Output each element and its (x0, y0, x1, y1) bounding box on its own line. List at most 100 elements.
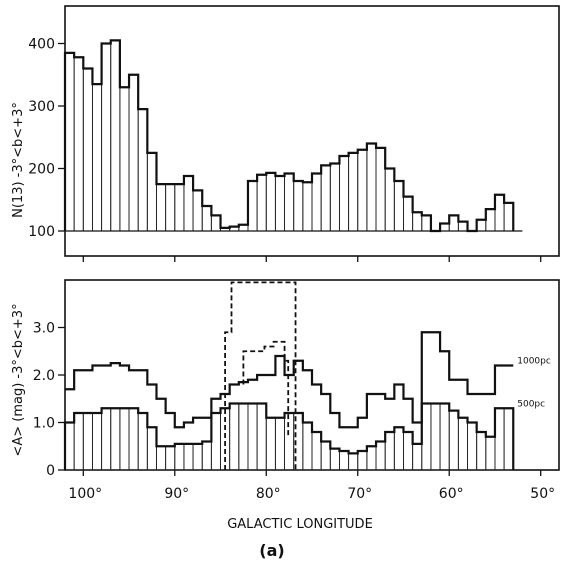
histogram-bar (375, 147, 386, 232)
histogram-outline (63, 39, 515, 233)
histogram-bar (137, 108, 148, 232)
x-tick-label: 100° (68, 486, 102, 502)
extinction-500pc-outline (63, 402, 515, 470)
extinction-500pc-bar (302, 422, 313, 471)
y-tick-label: 200 (28, 162, 55, 178)
bottom-panel-y-axis-label: <A> (mag) -3°<b<+3° (11, 303, 26, 456)
extinction-500pc-bar (329, 448, 340, 471)
extinction-500pc-bar (91, 412, 103, 471)
histogram-bar (311, 173, 322, 232)
extinction-500pc-bar (274, 417, 286, 471)
histogram-bar (348, 152, 359, 232)
figure-label: (a) (259, 541, 284, 560)
x-tick-label: 90° (164, 486, 189, 502)
upper-dashed-line (224, 281, 297, 470)
extinction-500pc-bar (156, 445, 167, 471)
histogram-bar (302, 181, 313, 232)
histogram-bar (256, 174, 267, 232)
extinction-500pc-bar (284, 412, 295, 471)
histogram-bar (366, 143, 377, 232)
extinction-500pc-bar (192, 443, 203, 471)
extinction-500pc-bar (439, 403, 450, 471)
extinction-500pc-bar (256, 403, 267, 471)
top-panel: 100 200 300 400 N(13) -3°<b<+3° (11, 5, 560, 262)
extinction-500pc-bar (448, 410, 459, 471)
y-tick-label: 1.0 (33, 416, 55, 432)
histogram-bar (457, 221, 468, 232)
extinction-500pc-bar (375, 441, 386, 471)
series-annotation: 1000pc (517, 357, 551, 367)
histogram-bar (448, 214, 459, 232)
y-tick-label: 2.0 (33, 368, 55, 384)
extinction-500pc-bar (320, 441, 331, 471)
top-panel-y-axis-label: N(13) -3°<b<+3° (11, 102, 26, 218)
extinction-500pc-bar (467, 422, 478, 471)
histogram-bar (338, 155, 350, 232)
top-panel-histogram (63, 39, 523, 233)
extinction-500pc-bar (366, 445, 377, 471)
histogram-bar (119, 86, 130, 232)
histogram-bar (110, 39, 121, 232)
histogram-bar (210, 214, 221, 232)
histogram-bar (146, 152, 157, 232)
histogram-bar (91, 83, 103, 232)
extinction-500pc-bar (64, 422, 75, 471)
extinction-500pc-bar (82, 412, 93, 471)
histogram-bar (247, 180, 258, 232)
extinction-500pc-bar (137, 412, 148, 471)
histogram-bar (403, 196, 414, 232)
histogram-bar (274, 175, 286, 232)
y-tick-label: 400 (28, 37, 55, 53)
bottom-panel: 0 1.0 2.0 3.0 100° 90° 80° 70° 60° 50° 1000pc 500p… (11, 279, 560, 503)
bottom-panel-series: 1000pc 500pc (63, 281, 551, 471)
histogram-bar (174, 183, 185, 232)
histogram-bar (384, 168, 395, 232)
histogram-bar (329, 163, 340, 232)
histogram-bar (439, 223, 450, 232)
extinction-500pc-bar (110, 407, 121, 471)
extinction-500pc-bar (338, 450, 350, 471)
extinction-500pc-bar (412, 443, 423, 471)
series-annotation: 500pc (517, 399, 545, 409)
extinction-500pc-bar (128, 407, 139, 471)
histogram-bar (101, 43, 112, 232)
extinction-500pc-bar (183, 443, 194, 471)
y-tick-label: 0 (46, 463, 55, 479)
histogram-bar (201, 205, 212, 232)
histogram-bar (485, 208, 496, 232)
extinction-500pc-bar (457, 417, 468, 471)
extinction-500pc-bar (503, 407, 514, 471)
histogram-bar (412, 211, 423, 232)
histogram-bar (393, 180, 404, 232)
histogram-bar (82, 68, 93, 232)
extinction-500pc-bar (238, 403, 249, 471)
extinction-500pc-bar (119, 407, 130, 471)
x-axis-label: GALACTIC LONGITUDE (227, 517, 373, 532)
extinction-500pc-bar (174, 443, 185, 471)
x-tick-label: 70° (347, 486, 372, 502)
y-tick-label: 300 (28, 99, 55, 115)
histogram-bar (293, 180, 304, 232)
lower-dashed-line (242, 340, 290, 437)
histogram-bar (183, 175, 194, 232)
histogram-bar (503, 202, 514, 232)
bottom-panel-axis-ticks: 0 1.0 2.0 3.0 100° 90° 80° 70° 60° 50° (33, 321, 555, 503)
extinction-500pc-bar (494, 407, 505, 471)
extinction-500pc-bar (247, 403, 258, 471)
histogram-bar (421, 214, 432, 232)
extinction-500pc-bar (476, 431, 487, 471)
x-tick-label: 50° (530, 486, 555, 502)
extinction-500pc-bar (146, 426, 157, 471)
extinction-500pc-bar (265, 417, 276, 471)
extinction-500pc-bar (101, 407, 112, 471)
histogram-bar (192, 189, 203, 232)
histogram-bar (494, 194, 505, 232)
histogram-bar (128, 74, 139, 232)
extinction-500pc-bar (384, 431, 395, 471)
histogram-bar (265, 172, 276, 232)
extinction-500pc-bar (485, 436, 496, 471)
y-tick-label: 100 (28, 224, 55, 240)
extinction-500pc-bar (430, 403, 441, 471)
x-tick-label: 80° (256, 486, 281, 502)
